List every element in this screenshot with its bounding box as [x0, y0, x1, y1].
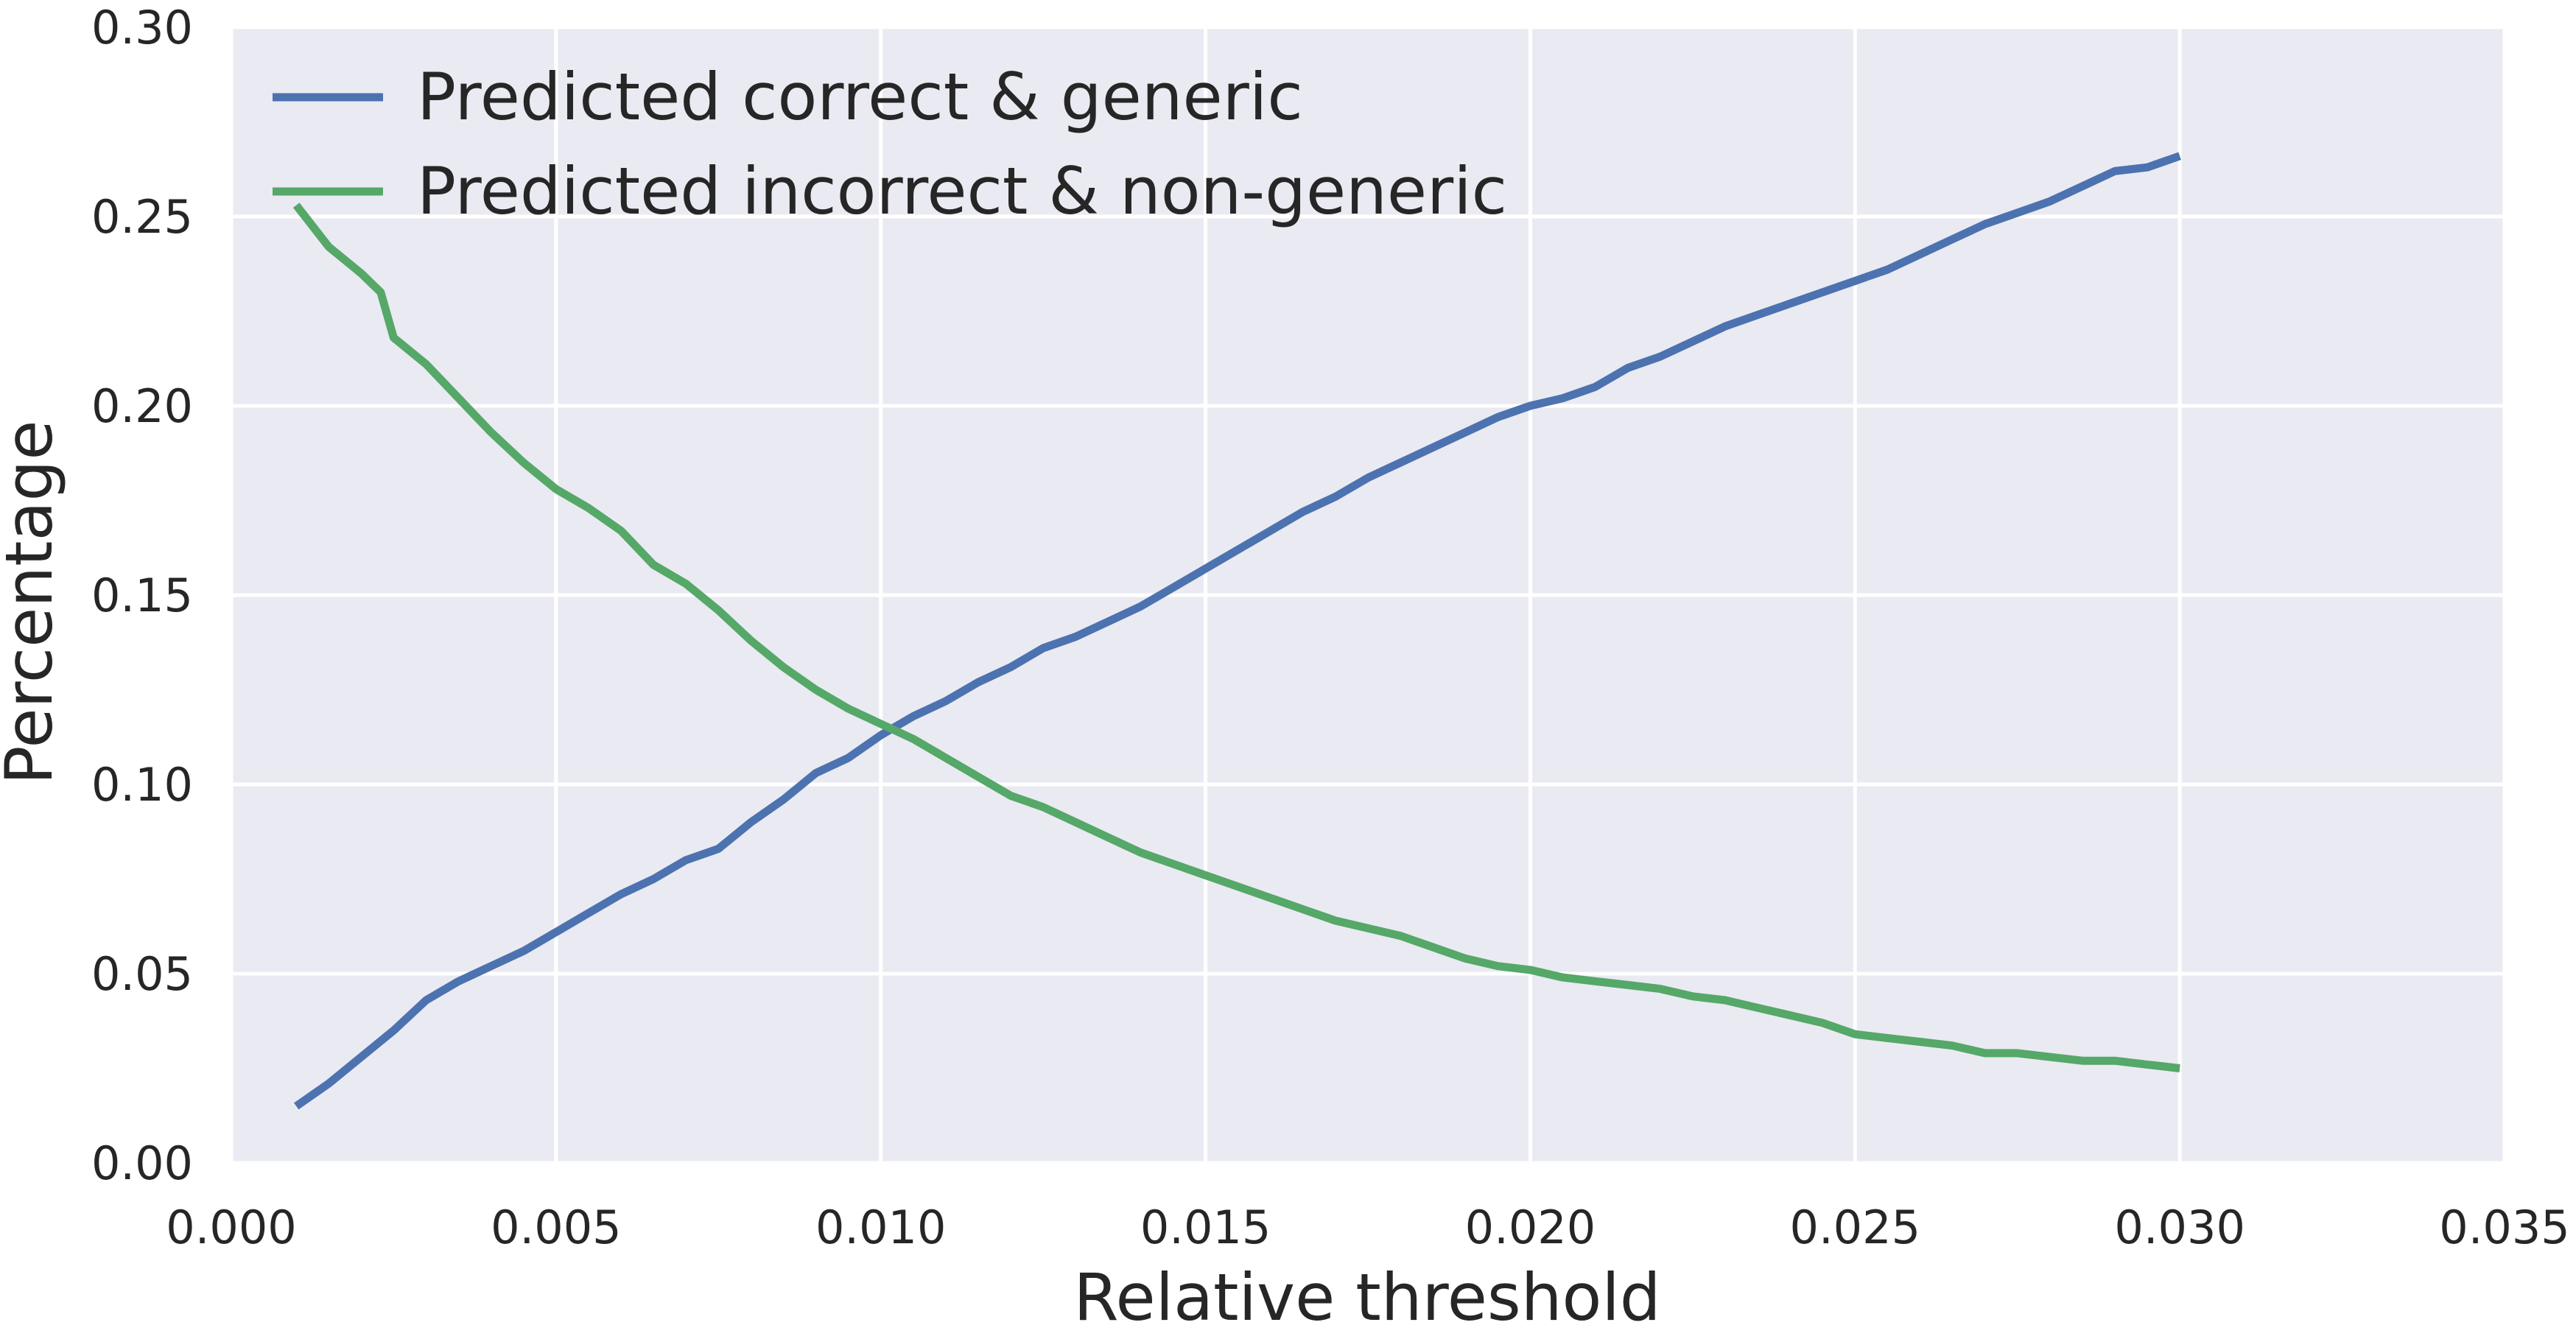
y-tick-label: 0.05 — [91, 947, 193, 1001]
x-tick-label: 0.020 — [1465, 1201, 1596, 1254]
legend-label: Predicted correct & generic — [417, 59, 1303, 135]
y-axis-tick-labels: 0.00 0.05 0.10 0.15 0.20 0.25 0.30 — [91, 1, 193, 1190]
series-line-2 — [292, 203, 2180, 1072]
y-axis-label: Percentage — [0, 420, 67, 784]
x-axis-tick-labels: 0.000 0.005 0.010 0.015 0.020 0.025 0.030 0.035 — [166, 1201, 2570, 1254]
x-axis-label: Relative threshold — [1073, 1259, 1660, 1335]
y-tick-label: 0.15 — [91, 569, 193, 622]
x-tick-label: 0.030 — [2114, 1201, 2245, 1254]
x-tick-label: 0.035 — [2439, 1201, 2570, 1254]
grid-lines — [229, 25, 2507, 1165]
x-tick-label: 0.025 — [1790, 1201, 1921, 1254]
y-tick-label: 0.20 — [91, 379, 193, 433]
x-tick-label: 0.015 — [1140, 1201, 1271, 1254]
x-tick-label: 0.005 — [491, 1201, 622, 1254]
series-lines — [292, 152, 2181, 1110]
x-tick-label: 0.000 — [166, 1201, 297, 1254]
series-line-1 — [294, 152, 2181, 1110]
y-tick-label: 0.25 — [91, 190, 193, 244]
x-tick-label: 0.010 — [815, 1201, 947, 1254]
legend: Predicted correct & generic Predicted inc… — [273, 59, 1507, 229]
y-tick-label: 0.00 — [91, 1136, 193, 1190]
legend-label: Predicted incorrect & non-generic — [417, 153, 1507, 229]
y-tick-label: 0.30 — [91, 1, 193, 55]
y-tick-label: 0.10 — [91, 758, 193, 812]
